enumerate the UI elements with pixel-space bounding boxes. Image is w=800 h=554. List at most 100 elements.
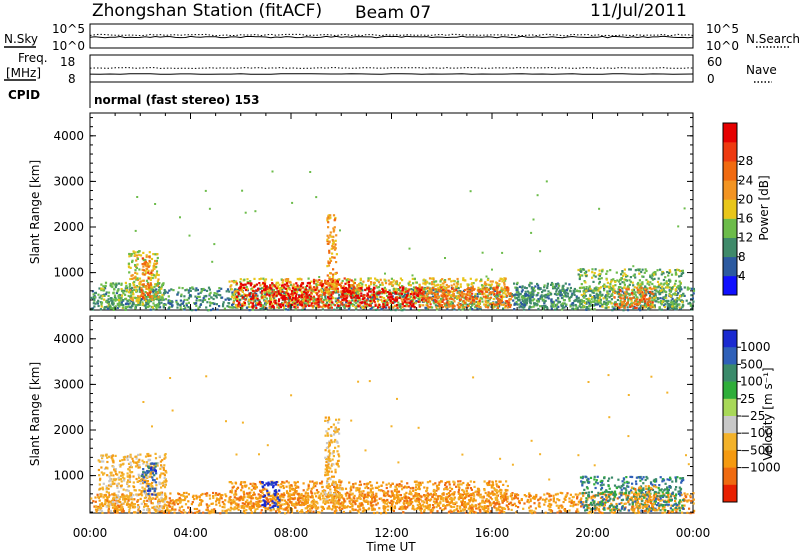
velocity-cell [128,511,131,514]
power-cell [276,281,280,284]
power-cell [91,307,95,310]
power-cell [612,307,615,310]
velocity-cell [477,492,480,495]
power-cell [540,295,543,298]
power-cell [569,290,572,293]
power-cell [451,290,454,293]
power-cell [329,231,332,234]
power-cell [138,302,141,305]
power-cell [268,290,271,293]
power-cell [418,309,421,312]
power-colorbar-label: Power [dB] [757,175,771,240]
power-cell [399,277,402,280]
power-cell [291,299,294,302]
velocity-cell [162,505,166,508]
velocity-cell [667,500,670,503]
power-cell [404,290,408,293]
power-cell [261,304,264,307]
power-cell [142,269,145,272]
power-cell [356,296,359,299]
power-cell [93,305,96,308]
power-cell [113,288,116,291]
power-cell [679,294,682,298]
velocity-cell [692,502,695,505]
power-cell [646,280,650,283]
power-cell [384,301,387,304]
power-cell [662,278,665,282]
power-cell [315,302,318,305]
power-cell [633,303,636,306]
power-cell [264,286,267,289]
power-cell [176,306,179,309]
power-cell [440,290,443,293]
power-cell [493,288,496,291]
power-cell [140,287,143,290]
velocity-cell [431,510,434,513]
power-cell [247,294,250,297]
power-cell [147,287,150,291]
power-cell [294,295,297,298]
power-sparse-cell [545,180,548,183]
power-cell [517,295,520,299]
power-cell [338,283,341,286]
power-cell [565,291,568,294]
power-cell [145,279,149,282]
power-cell [272,295,275,298]
power-cell [327,296,330,299]
power-cell [679,307,682,310]
power-cell [239,298,242,301]
power-cell [406,288,409,291]
power-cell [484,290,488,293]
power-cell [384,288,388,291]
power-cell [668,271,671,274]
power-cell [638,286,641,289]
power-cell [258,300,261,303]
power-cell [391,301,394,305]
power-cell [256,294,259,297]
power-cell [618,306,621,309]
velocity-cell [341,507,344,510]
power-cell [256,297,259,300]
power-cell [327,242,330,245]
power-cell [555,288,558,291]
power-cell [622,294,625,297]
power-cell [667,303,671,306]
power-cell [277,285,280,288]
power-cell [307,302,310,305]
power-cell [343,290,347,293]
power-cell [176,303,179,306]
power-cell [481,300,484,303]
power-cell [394,309,397,312]
power-cell [565,295,568,298]
power-cell [474,306,477,309]
power-cell [169,303,172,306]
power-cell [677,287,680,290]
velocity-cell [590,497,593,500]
velocity-cell [364,500,367,503]
velocity-cell [361,492,364,495]
power-cell [232,301,235,304]
power-cell [376,308,379,311]
power-cell [327,261,330,265]
power-cell [293,306,296,309]
velocity-cell [488,495,491,498]
power-cell [678,306,681,309]
power-cell [436,301,439,304]
power-cell [659,286,662,289]
power-cell [232,297,235,300]
velocity-cell [109,500,112,503]
power-cell [350,296,353,299]
power-cell [669,301,672,304]
power-cell [122,291,125,294]
power-cell [336,306,339,309]
power-cell [257,287,260,290]
power-cell [314,300,318,303]
power-cell [641,275,644,278]
power-cell [283,296,286,299]
power-cell [327,306,330,309]
power-cell [644,268,647,271]
power-cell [389,300,392,303]
power-cell [116,298,119,301]
velocity-cell [181,505,184,508]
power-cell [496,297,499,300]
